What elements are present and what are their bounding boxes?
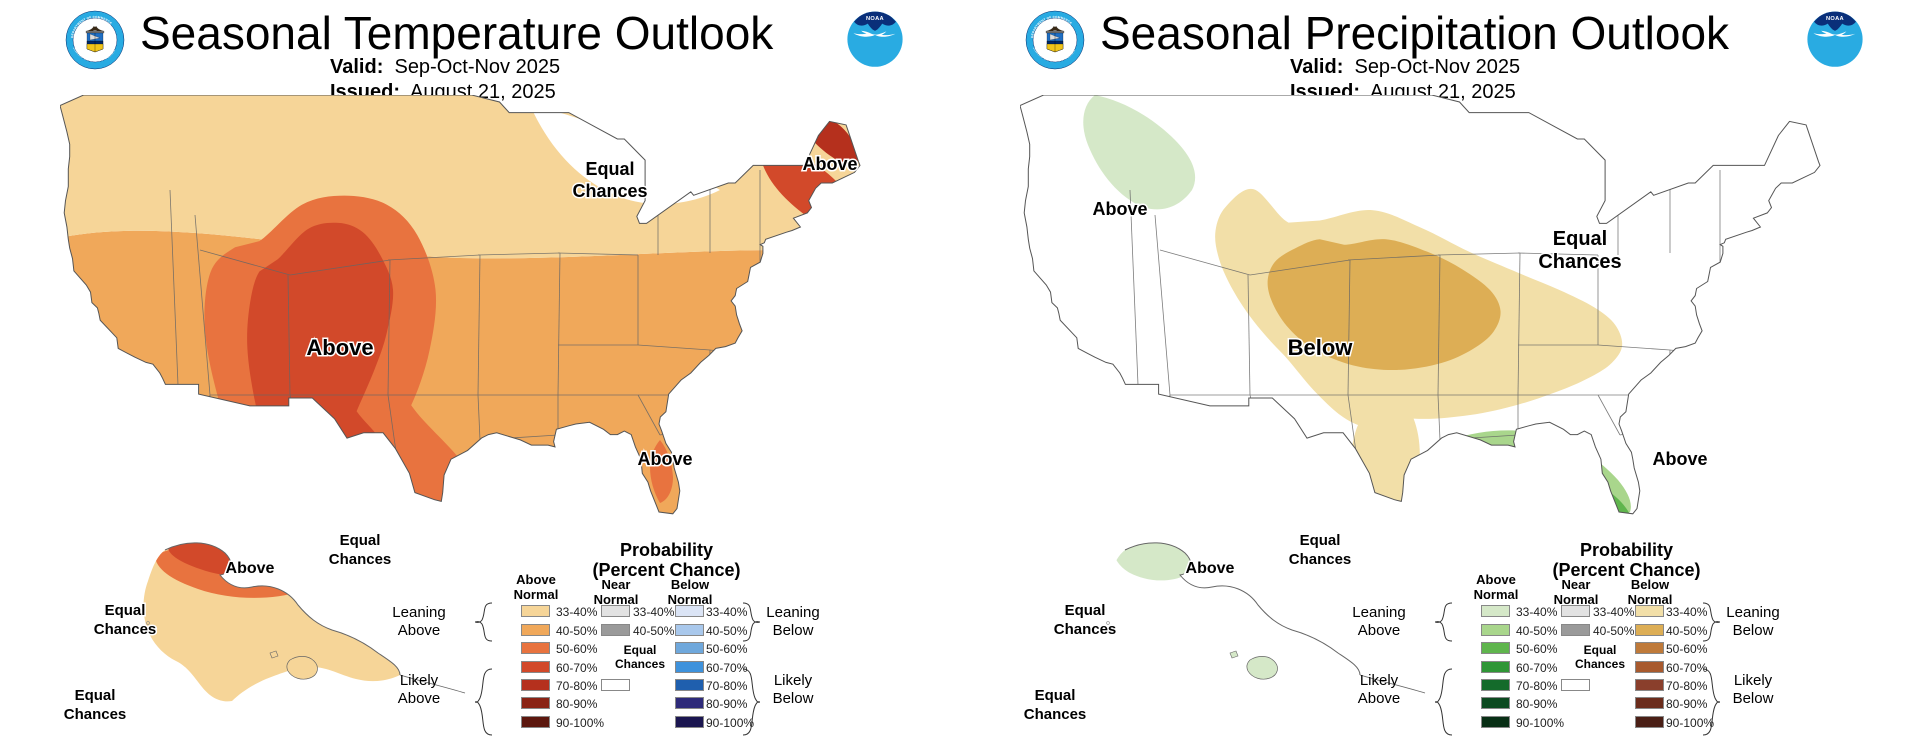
svg-text:Below: Below xyxy=(1288,335,1354,360)
svg-text:Above: Above xyxy=(637,449,692,469)
svg-text:Above: Above xyxy=(1186,560,1235,577)
svg-text:NOAA: NOAA xyxy=(1826,16,1844,22)
svg-text:Above: Above xyxy=(1092,199,1147,219)
svg-text:Above: Above xyxy=(306,335,373,360)
svg-text:Above: Above xyxy=(1652,449,1707,469)
svg-text:Above: Above xyxy=(802,154,857,174)
svg-text:Above: Above xyxy=(226,560,275,577)
svg-text:NOAA: NOAA xyxy=(866,16,884,22)
